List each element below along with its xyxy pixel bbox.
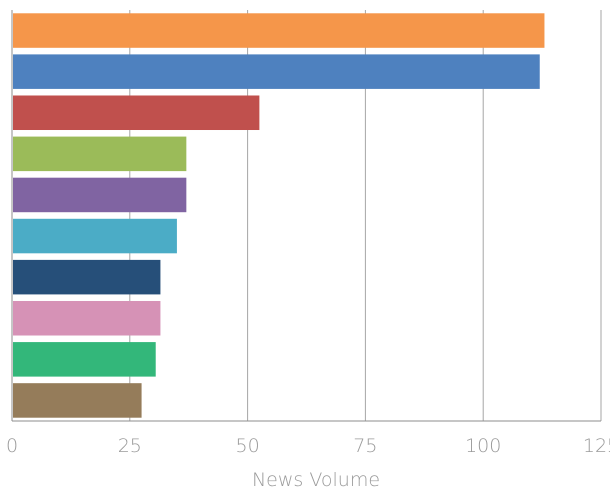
x-tick-label: 25 xyxy=(118,435,142,457)
x-axis-title: News Volume xyxy=(252,469,380,491)
axes xyxy=(11,10,601,422)
x-tick-label: 0 xyxy=(6,435,18,457)
bars xyxy=(13,13,545,418)
bar xyxy=(13,13,545,48)
bar xyxy=(13,259,161,295)
bar xyxy=(13,342,156,377)
bar xyxy=(13,300,161,336)
x-tick-label: 50 xyxy=(236,435,260,457)
x-tick-label: 125 xyxy=(583,435,610,457)
bar xyxy=(13,95,260,131)
bar xyxy=(13,136,187,172)
x-tick-label: 75 xyxy=(353,435,377,457)
bar xyxy=(13,177,187,213)
x-tick-labels: 0 25 50 75 100 125 xyxy=(6,435,610,457)
bar xyxy=(13,383,142,418)
x-tick-label: 100 xyxy=(465,435,501,457)
bar xyxy=(13,218,177,254)
bar xyxy=(13,54,540,89)
